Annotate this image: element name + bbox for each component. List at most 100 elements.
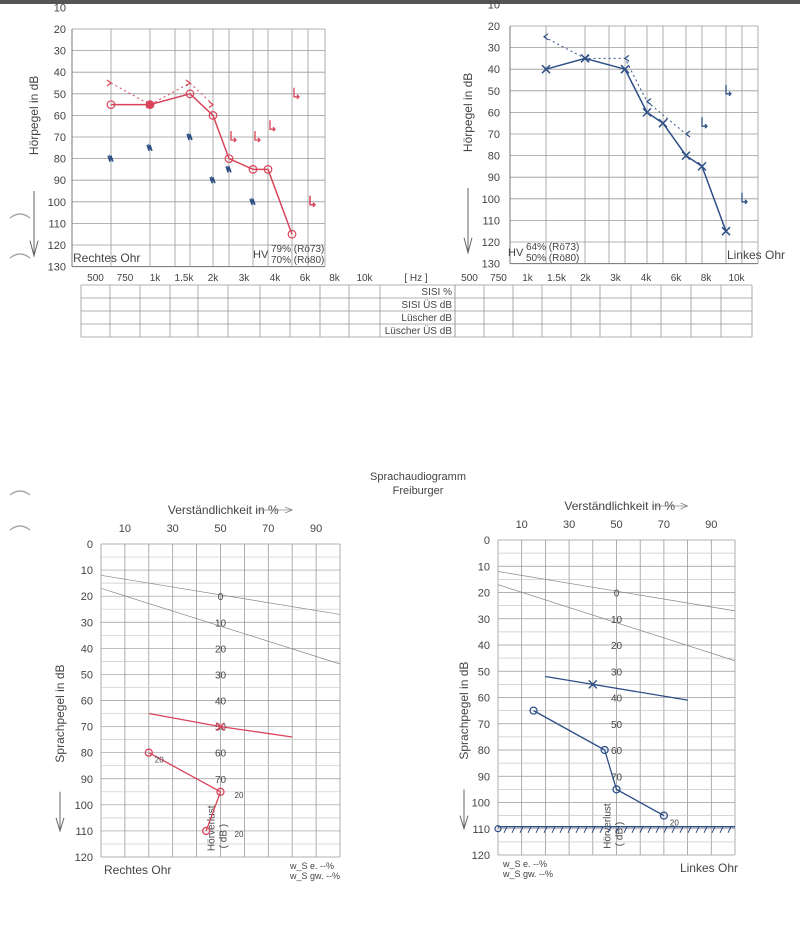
y-tick-label: 10 — [81, 565, 93, 577]
right-ac-point — [263, 164, 273, 174]
hv-value-2: 50% (Rö80) — [526, 253, 579, 264]
ws-e-label: w_S e. --% — [502, 859, 547, 869]
x-tick-label: 30 — [167, 523, 179, 535]
limit-hatch — [647, 826, 652, 833]
ws-gw-label: w_S gw. --% — [502, 869, 553, 879]
punch-hole-mark-icon — [9, 490, 31, 496]
words-point — [659, 811, 669, 820]
limit-hatch — [503, 826, 508, 833]
limit-hatch — [623, 826, 628, 833]
left-ac-point — [721, 226, 731, 236]
masking-mark-icon — [249, 197, 256, 206]
y-tick-label: 130 — [482, 259, 500, 271]
hv-value-1: 79% (Rö73) — [271, 244, 324, 255]
hearing-loss-tick: 10 — [611, 615, 623, 626]
y-tick-label: 80 — [488, 151, 500, 163]
no-response-arrow-icon — [269, 120, 276, 132]
left-bc-point — [685, 130, 691, 138]
freq-header: 8k — [329, 273, 341, 284]
x-tick-label: 70 — [262, 523, 274, 535]
hearing-loss-tick: 0 — [218, 592, 224, 603]
hearing-loss-tick: 40 — [215, 697, 227, 708]
hearing-loss-tick: 30 — [215, 670, 227, 681]
y-axis-title: Sprachpegel in dB — [457, 662, 471, 760]
hearing-loss-tick: 70 — [611, 772, 623, 783]
right-arrow-icon — [256, 506, 294, 514]
hearing-loss-tick: 50 — [215, 723, 227, 734]
freq-header: 1k — [522, 273, 534, 284]
limit-hatch — [551, 826, 556, 833]
y-tick-label: 30 — [488, 43, 500, 55]
right-arrow-icon — [652, 502, 689, 510]
limit-hatch — [535, 826, 540, 833]
limit-hatch — [567, 826, 572, 833]
left-bc-point — [624, 54, 630, 62]
y-tick-label: 110 — [482, 215, 500, 227]
y-tick-label: 40 — [81, 643, 93, 655]
left-bc-line — [543, 36, 687, 135]
left-ac-point — [541, 64, 551, 74]
y-axis-title: Sprachpegel in dB — [53, 665, 67, 763]
words-point — [202, 826, 211, 836]
no-response-arrow-icon — [701, 117, 708, 129]
ear-title: Linkes Ohr — [680, 861, 738, 875]
hv-value-2: 70% (Rö80) — [271, 255, 324, 266]
limit-hatch — [599, 826, 604, 833]
right-ac-point — [106, 100, 116, 109]
words-point-label: 20 — [235, 791, 244, 800]
limit-hatch — [559, 826, 564, 833]
y-tick-label: 10 — [54, 2, 66, 14]
masking-mark-icon — [146, 143, 153, 152]
no-response-arrow-icon — [254, 131, 261, 143]
y-tick-label: 10 — [488, 0, 500, 11]
table-row-label: SISI % — [421, 287, 452, 298]
freq-header: 750 — [490, 273, 507, 284]
no-response-arrow-icon — [293, 87, 300, 100]
hearing-loss-tick: 50 — [611, 720, 623, 731]
limit-hatch — [543, 826, 548, 833]
words-point — [144, 748, 153, 757]
hearing-loss-tick: 0 — [614, 589, 620, 600]
hearing-loss-tick: 70 — [215, 775, 227, 786]
limit-hatch — [631, 826, 636, 833]
y-tick-label: 0 — [484, 535, 490, 547]
y-tick-label: 80 — [54, 154, 66, 166]
right-bc-line — [110, 82, 214, 106]
y-tick-label: 80 — [81, 748, 93, 760]
table-row-label: Lüscher ÜS dB — [385, 325, 453, 337]
y-tick-label: 130 — [48, 262, 66, 274]
limit-hatch — [695, 826, 700, 833]
y-tick-label: 120 — [472, 850, 490, 862]
hearing-loss-tick: 20 — [215, 644, 227, 655]
limit-hatch — [679, 826, 684, 833]
ws-gw-label: w_S gw. --% — [289, 871, 340, 881]
right-ac-point — [287, 229, 297, 239]
words-point — [600, 745, 609, 755]
x-tick-label: 50 — [214, 523, 226, 535]
y-tick-label: 60 — [478, 693, 490, 705]
freq-header: 1.5k — [547, 273, 567, 284]
freq-header: 1k — [150, 273, 162, 284]
y-tick-label: 90 — [488, 172, 500, 184]
hearing-loss-label: Hörverlust — [207, 805, 218, 851]
y-axis-title: Hörpegel in dB — [27, 76, 41, 155]
y-tick-label: 20 — [54, 24, 66, 36]
masking-mark-icon — [186, 132, 193, 141]
y-tick-label: 60 — [54, 110, 66, 122]
x-tick-label: 10 — [119, 523, 131, 535]
y-tick-label: 100 — [472, 798, 490, 810]
no-response-arrow-icon — [725, 84, 732, 97]
words-point-label: 20 — [155, 756, 164, 765]
y-tick-label: 30 — [54, 46, 66, 58]
limit-hatch — [671, 826, 676, 833]
left-ac-point — [642, 107, 652, 117]
reference-curve-numbers — [497, 571, 736, 612]
left-ac-point — [658, 118, 668, 128]
right-ac-line — [111, 92, 293, 235]
no-response-arrow-icon — [741, 192, 748, 205]
words-curve — [148, 752, 222, 832]
ear-title: Rechtes Ohr — [104, 863, 171, 877]
freq-header: 500 — [87, 273, 104, 284]
limit-hatch — [727, 826, 732, 833]
limit-hatch — [719, 826, 724, 833]
